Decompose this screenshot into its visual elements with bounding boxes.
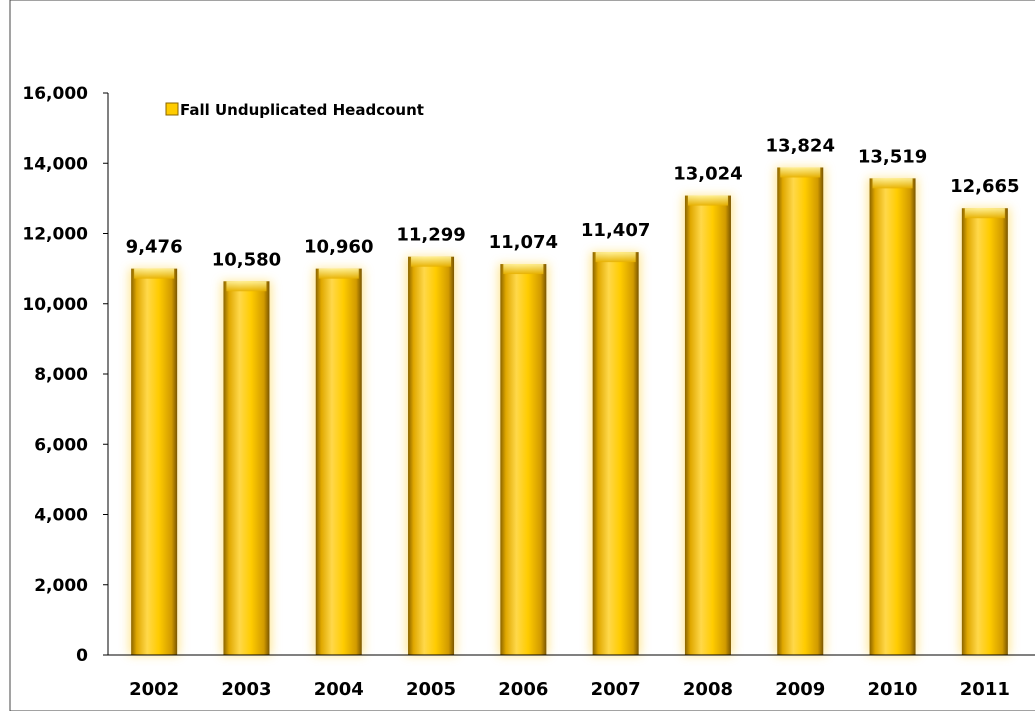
bar bbox=[869, 178, 916, 655]
data-label: 9,476 bbox=[126, 237, 183, 258]
bar bbox=[961, 208, 1008, 655]
x-tick-label: 2006 bbox=[498, 679, 548, 700]
x-tick-label: 2002 bbox=[129, 679, 179, 700]
bar-cap bbox=[318, 268, 359, 279]
bar-cap bbox=[872, 178, 913, 189]
bar bbox=[500, 264, 547, 655]
legend-swatch-icon bbox=[165, 102, 179, 116]
data-label: 11,299 bbox=[396, 225, 465, 246]
bar bbox=[223, 281, 270, 655]
x-axis-labels: 2002 2003 2004 2005 2006 2007 2008 2009 2010 2011 bbox=[129, 679, 1010, 700]
bar bbox=[408, 256, 455, 655]
y-tick-label: 2,000 bbox=[34, 576, 88, 596]
bar bbox=[684, 195, 731, 655]
bar-cap bbox=[134, 268, 175, 279]
bar bbox=[315, 268, 362, 655]
y-axis-ticks: 0 2,000 4,000 6,000 8,000 10,000 12,000 14,000 1… bbox=[22, 84, 108, 666]
data-labels: 9,476 10,580 10,960 11,299 11,074 11,407 13,02… bbox=[126, 135, 1020, 270]
x-tick-label: 2005 bbox=[406, 679, 456, 700]
bars bbox=[131, 167, 1008, 655]
x-tick-label: 2007 bbox=[591, 679, 641, 700]
bar-cap bbox=[226, 281, 267, 292]
bar-cap bbox=[687, 195, 728, 206]
bar bbox=[592, 252, 639, 655]
y-tick-label: 12,000 bbox=[22, 225, 88, 245]
bar bbox=[777, 167, 824, 655]
bar-cap bbox=[780, 167, 821, 178]
y-tick-label: 6,000 bbox=[34, 435, 88, 455]
bar-cap bbox=[503, 264, 544, 275]
data-label: 13,519 bbox=[858, 146, 927, 167]
legend: Fall Unduplicated Headcount bbox=[165, 101, 424, 119]
data-label: 11,407 bbox=[581, 220, 650, 241]
y-tick-label: 8,000 bbox=[34, 365, 88, 385]
legend-label: Fall Unduplicated Headcount bbox=[180, 101, 424, 119]
bar-cap bbox=[595, 252, 636, 263]
y-tick-label: 0 bbox=[76, 646, 88, 666]
data-label: 13,824 bbox=[766, 135, 835, 156]
data-label: 10,580 bbox=[212, 249, 281, 270]
x-tick-label: 2009 bbox=[775, 679, 825, 700]
bar-cap bbox=[964, 208, 1005, 219]
y-tick-label: 4,000 bbox=[34, 506, 88, 526]
y-tick-label: 16,000 bbox=[22, 84, 88, 104]
x-tick-label: 2008 bbox=[683, 679, 733, 700]
bar bbox=[131, 268, 178, 655]
data-label: 12,665 bbox=[950, 176, 1019, 197]
x-tick-label: 2011 bbox=[960, 679, 1010, 700]
y-tick-label: 14,000 bbox=[22, 154, 88, 174]
x-tick-label: 2010 bbox=[867, 679, 917, 700]
y-tick-label: 10,000 bbox=[22, 295, 88, 315]
x-tick-label: 2004 bbox=[314, 679, 364, 700]
bar-cap bbox=[411, 256, 452, 267]
x-tick-label: 2003 bbox=[221, 679, 271, 700]
data-label: 13,024 bbox=[673, 164, 742, 185]
data-label: 10,960 bbox=[304, 237, 373, 258]
data-label: 11,074 bbox=[489, 232, 558, 253]
